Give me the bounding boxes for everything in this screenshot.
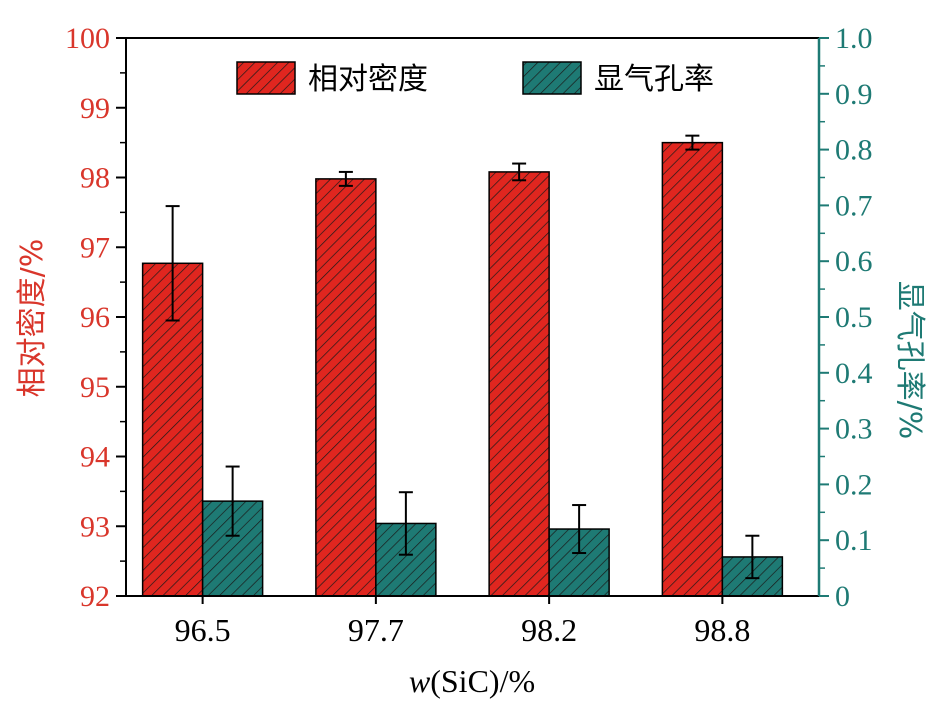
- y-right-tick-label: 1.0: [835, 22, 873, 55]
- bars-group: [141, 141, 784, 597]
- y-right-tick-label: 0.1: [835, 524, 873, 557]
- y-left-tick-label: 95: [80, 371, 110, 404]
- x-axis: 96.5 97.7 98.2 98.8: [175, 596, 750, 648]
- y-left-tick-label: 99: [80, 92, 110, 125]
- y-axis-right-title: 显气孔率/%: [892, 281, 927, 440]
- y-left-tick-label: 92: [80, 580, 110, 613]
- left-axis: 92 93 94 95 96 97 98 99 100: [65, 22, 126, 613]
- y-right-tick-label: 0.5: [835, 301, 873, 334]
- y-right-tick-label: 0.9: [835, 78, 873, 111]
- right-axis: 0 0.1 0.2 0.3 0.4 0.5 0.6 0.7 0.8 0.9 1.0: [817, 22, 873, 613]
- y-right-tick-label: 0.7: [835, 189, 873, 222]
- y-right-tick-label: 0.8: [835, 134, 873, 167]
- x-axis-title-rest: (SiC)/%: [430, 663, 535, 699]
- y-left-tick-label: 97: [80, 231, 110, 264]
- bar-relative-density-4: [661, 141, 724, 597]
- y-right-tick-label: 0.3: [835, 413, 873, 446]
- bar-relative-density-3: [488, 171, 550, 597]
- y-right-tick-label: 0.4: [835, 357, 873, 390]
- y-right-tick-label: 0.6: [835, 245, 873, 278]
- legend-label-apparent-porosity: 显气孔率: [594, 62, 714, 97]
- y-left-tick-label: 93: [80, 510, 110, 543]
- x-axis-title-variable: w: [409, 663, 431, 699]
- bar-relative-density-2: [315, 178, 377, 597]
- x-tick-label: 96.5: [175, 612, 231, 648]
- x-axis-title: w(SiC)/%: [409, 663, 535, 699]
- legend-swatch-relative-density: [236, 61, 296, 95]
- x-tick-label: 98.2: [521, 612, 577, 648]
- y-right-tick-label: 0: [835, 580, 850, 613]
- y-left-tick-label: 94: [80, 441, 110, 474]
- y-right-tick-label: 0.2: [835, 468, 873, 501]
- legend-swatch-apparent-porosity: [522, 61, 582, 95]
- y-left-tick-label: 100: [65, 22, 110, 55]
- legend-label-relative-density: 相对密度: [308, 62, 428, 97]
- x-tick-label: 97.7: [348, 612, 404, 648]
- bar-apparent-porosity-3: [548, 528, 610, 597]
- y-left-tick-label: 96: [80, 301, 110, 334]
- y-left-tick-label: 98: [80, 162, 110, 195]
- error-bars-group: [165, 134, 760, 580]
- x-tick-label: 98.8: [694, 612, 750, 648]
- y-axis-left-title: 相对密度/%: [15, 239, 50, 398]
- legend: 相对密度 显气孔率: [236, 61, 714, 97]
